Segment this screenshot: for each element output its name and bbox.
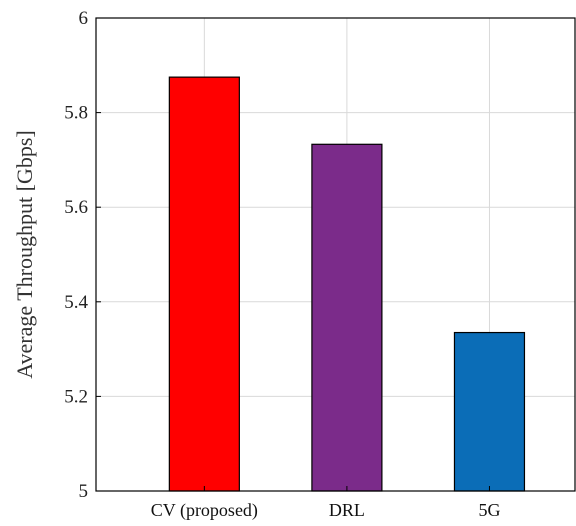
x-category-label-0: CV (proposed) bbox=[151, 500, 258, 521]
y-axis-ticks: 5 5.2 5.4 5.6 5.8 6 bbox=[64, 8, 101, 502]
y-axis-label: Average Throughput [Gbps] bbox=[12, 130, 37, 378]
y-tick-label-0: 5 bbox=[79, 481, 89, 502]
bar-1 bbox=[311, 143, 383, 492]
y-tick-label-1: 5.2 bbox=[64, 386, 88, 407]
bars bbox=[168, 76, 526, 492]
x-category-label-1: DRL bbox=[329, 500, 365, 520]
plot-area-frame bbox=[95, 17, 576, 492]
bar-2 bbox=[453, 331, 526, 492]
y-tick-label-2: 5.4 bbox=[64, 292, 88, 313]
y-tick-label-5: 6 bbox=[79, 8, 89, 29]
y-tick-label-3: 5.6 bbox=[64, 197, 88, 218]
x-category-label-2: 5G bbox=[478, 500, 500, 520]
bar-0 bbox=[168, 76, 240, 492]
y-tick-label-4: 5.8 bbox=[64, 103, 88, 124]
x-axis-category-labels: CV (proposed) DRL 5G bbox=[151, 486, 500, 521]
